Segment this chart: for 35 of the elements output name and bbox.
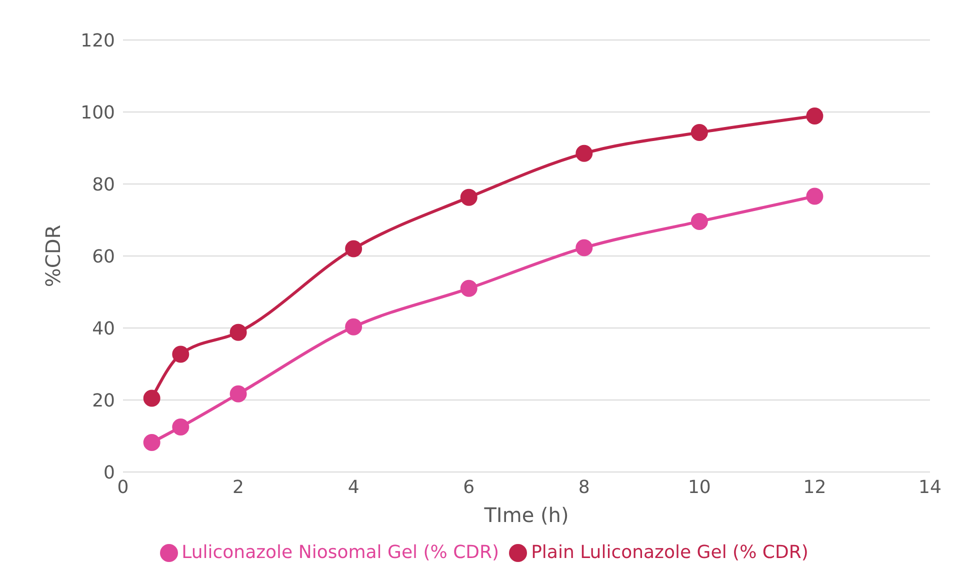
- point: [806, 107, 824, 124]
- point: [143, 434, 160, 451]
- x-tick-label: 6: [463, 476, 475, 498]
- y-tick-label: 80: [92, 174, 115, 196]
- y-tick-label: 40: [92, 318, 115, 340]
- legend-label: Luliconazole Niosomal Gel (% CDR): [182, 542, 500, 563]
- point: [172, 418, 190, 436]
- point: [690, 212, 708, 230]
- point: [172, 346, 190, 363]
- x-tick-label: 8: [578, 476, 590, 498]
- y-tick-label: 120: [80, 30, 115, 52]
- x-tick-label: 14: [918, 476, 942, 498]
- point: [806, 188, 824, 205]
- x-tick-label: 0: [117, 476, 129, 498]
- point: [143, 390, 160, 407]
- y-tick-label: 100: [80, 102, 115, 124]
- legend-label: Plain Luliconazole Gel (% CDR): [531, 542, 808, 563]
- x-axis-title: TIme (h): [483, 503, 569, 527]
- point: [230, 385, 247, 402]
- point: [345, 240, 362, 258]
- x-tick-label: 12: [803, 476, 826, 498]
- y-tick-label: 20: [92, 390, 115, 412]
- point: [230, 324, 247, 341]
- y-axis-title: %CDR: [41, 224, 66, 288]
- y-tick-label: 0: [104, 462, 115, 484]
- x-tick-label: 4: [348, 476, 360, 498]
- point: [576, 239, 593, 256]
- point: [345, 318, 362, 336]
- point: [690, 124, 708, 142]
- x-tick-label: 2: [232, 476, 244, 498]
- y-tick-label: 60: [92, 246, 115, 268]
- point: [576, 144, 593, 162]
- x-tick-label: 10: [688, 476, 711, 498]
- point: [460, 280, 478, 297]
- point: [460, 188, 478, 206]
